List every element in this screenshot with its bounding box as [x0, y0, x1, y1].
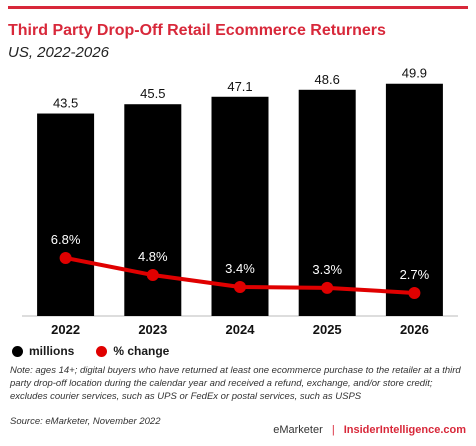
chart-source: Source: eMarketer, November 2022: [10, 416, 161, 427]
pct-change-point: [408, 286, 421, 299]
bar-value-label: 45.5: [140, 86, 165, 101]
bar-2026: [385, 83, 443, 316]
pct-change-point: [146, 269, 159, 282]
brand-emarketer: eMarketer: [273, 424, 323, 436]
x-tick-label: 2022: [51, 322, 80, 337]
legend-swatch-millions: [12, 345, 23, 357]
x-tick-label: 2024: [226, 322, 256, 337]
pct-change-label: 2.7%: [400, 267, 430, 282]
brand-footer: eMarketer | InsiderIntelligence.com: [273, 424, 466, 436]
brand-separator: |: [331, 424, 335, 436]
chart-subtitle: US, 2022-2026: [8, 44, 109, 61]
bar-2024: [211, 96, 269, 317]
pct-change-label: 3.3%: [312, 262, 342, 277]
bar-value-label: 47.1: [227, 79, 252, 94]
legend-item-millions: millions: [12, 344, 74, 358]
chart-title: Third Party Drop-Off Retail Ecommerce Re…: [8, 22, 386, 39]
bar-value-label: 49.9: [402, 66, 427, 81]
pct-change-label: 6.8%: [51, 232, 81, 247]
x-tick-label: 2026: [400, 322, 429, 337]
brand-insiderintelligence: InsiderIntelligence.com: [343, 424, 466, 436]
bar-2023: [124, 104, 182, 316]
legend-label-pct-change: % change: [113, 344, 170, 358]
x-tick-label: 2025: [313, 322, 342, 337]
bar-value-label: 43.5: [53, 96, 78, 111]
x-tick-label: 2023: [138, 322, 167, 337]
legend-label-millions: millions: [29, 344, 75, 358]
pct-change-point: [321, 281, 334, 294]
pct-change-point: [59, 251, 72, 264]
pct-change-label: 4.8%: [138, 249, 168, 264]
bar-2025: [298, 89, 356, 316]
bar-value-label: 48.6: [315, 72, 340, 87]
top-accent-rule: [8, 6, 468, 9]
bar-2022: [37, 113, 95, 316]
pct-change-label: 3.4%: [225, 261, 255, 276]
legend-item-pct-change: % change: [96, 344, 169, 358]
chart-legend: millions % change: [12, 344, 191, 358]
pct-change-point: [234, 280, 246, 293]
legend-swatch-pct-change: [96, 345, 108, 357]
chart-note: Note: ages 14+; digital buyers who have …: [10, 365, 461, 402]
